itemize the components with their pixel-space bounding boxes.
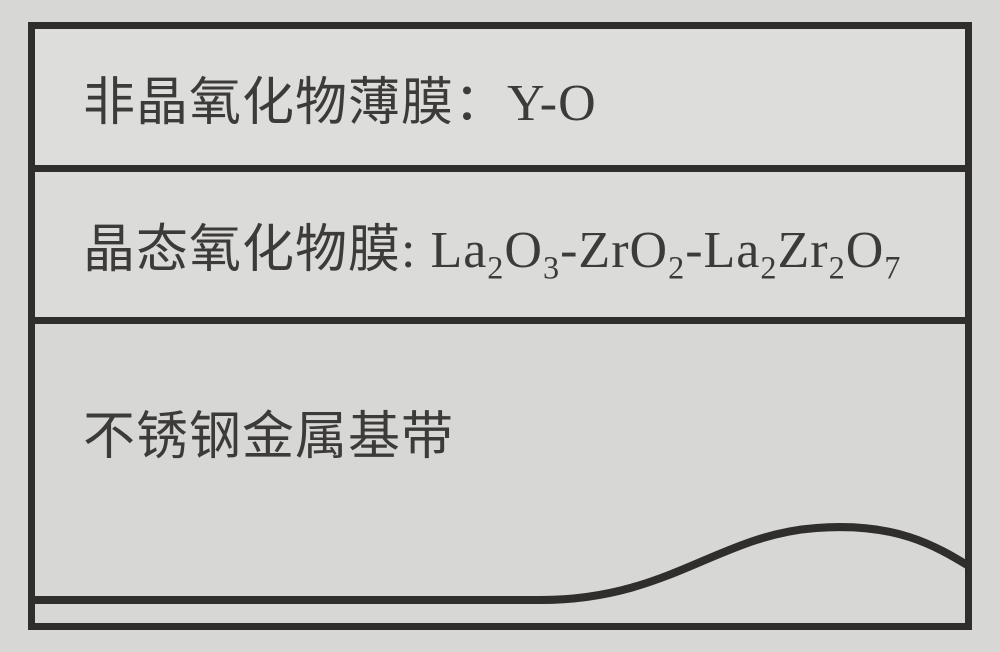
layer-amorphous-oxide: 非晶氧化物薄膜：Y-O xyxy=(28,22,972,172)
wave-path xyxy=(28,527,972,600)
label-formula: Y-O xyxy=(507,75,597,132)
layer-label: 晶态氧化物膜: La2O3-ZrO2-La2Zr2O7 xyxy=(83,207,901,282)
layer-label: 不锈钢金属基带 xyxy=(83,394,454,469)
layer-substrate: 不锈钢金属基带 xyxy=(28,324,972,630)
label-prefix: 晶态氧化物膜: xyxy=(83,222,430,279)
layer-stack-diagram: 非晶氧化物薄膜：Y-O 晶态氧化物膜: La2O3-ZrO2-La2Zr2O7 … xyxy=(28,22,972,630)
substrate-break-wave xyxy=(28,480,972,630)
label-formula: La2O3-ZrO2-La2Zr2O7 xyxy=(430,222,901,279)
label-prefix: 不锈钢金属基带 xyxy=(83,409,454,466)
label-prefix: 非晶氧化物薄膜： xyxy=(83,75,507,132)
layer-label: 非晶氧化物薄膜：Y-O xyxy=(83,60,597,135)
layer-crystalline-oxide: 晶态氧化物膜: La2O3-ZrO2-La2Zr2O7 xyxy=(28,172,972,324)
